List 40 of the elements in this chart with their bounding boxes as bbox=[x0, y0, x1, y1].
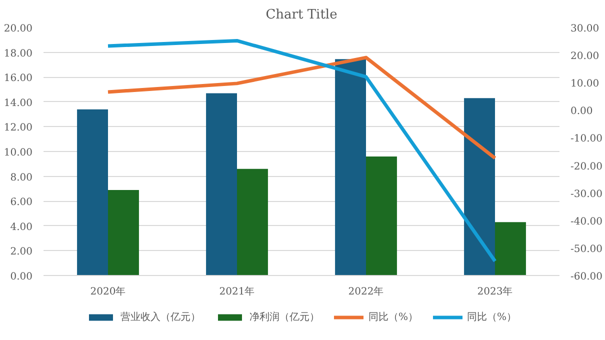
y-tick-label: 8.00 bbox=[10, 172, 32, 184]
bar bbox=[237, 168, 268, 276]
y-tick-label: 2.00 bbox=[10, 246, 32, 258]
y-tick-label: 6.00 bbox=[10, 197, 32, 208]
y-tick-label: 4.00 bbox=[10, 222, 32, 233]
x-tick-label: 2020年 bbox=[90, 286, 126, 298]
y-tick-label: 12.00 bbox=[4, 122, 33, 134]
x-tick-label: 2021年 bbox=[219, 286, 255, 298]
legend-label: 营业收入（亿元） bbox=[120, 310, 200, 324]
y-tick-label: 0.00 bbox=[10, 272, 32, 282]
y2-tick-label: 20.00 bbox=[570, 51, 600, 62]
bar bbox=[366, 156, 397, 276]
y2-tick-label: -30.00 bbox=[570, 188, 603, 200]
bar bbox=[108, 190, 139, 276]
y2-tick-label: -50.00 bbox=[570, 244, 603, 255]
y-tick-label: 18.00 bbox=[4, 48, 33, 60]
y2-tick-label: 10.00 bbox=[570, 78, 600, 90]
bar bbox=[206, 93, 237, 276]
line-series bbox=[106, 38, 497, 263]
y2-tick-label: -20.00 bbox=[570, 161, 603, 172]
bar bbox=[495, 222, 526, 276]
y2-tick-label: -40.00 bbox=[570, 216, 603, 228]
y-tick-label: 14.00 bbox=[4, 98, 33, 109]
legend-label: 净利润（亿元） bbox=[249, 310, 320, 324]
y2-tick-label: 0.00 bbox=[570, 106, 593, 118]
y-tick-label: 16.00 bbox=[4, 73, 33, 84]
x-tick-label: 2023年 bbox=[477, 286, 513, 298]
y2-tick-label: -10.00 bbox=[570, 134, 603, 145]
bar bbox=[77, 109, 108, 276]
x-tick-label: 2022年 bbox=[348, 286, 384, 298]
legend-label: 同比（%） bbox=[467, 310, 517, 324]
legend-label: 同比（%） bbox=[368, 310, 418, 324]
line-series bbox=[106, 56, 497, 160]
bar bbox=[335, 59, 366, 276]
chart-title: Chart Title bbox=[266, 8, 338, 22]
y-tick-label: 20.00 bbox=[4, 24, 33, 34]
y2-tick-label: 30.00 bbox=[570, 24, 600, 34]
y2-tick-label: -60.00 bbox=[570, 272, 603, 282]
bar bbox=[464, 98, 495, 276]
y-tick-label: 10.00 bbox=[4, 148, 33, 158]
